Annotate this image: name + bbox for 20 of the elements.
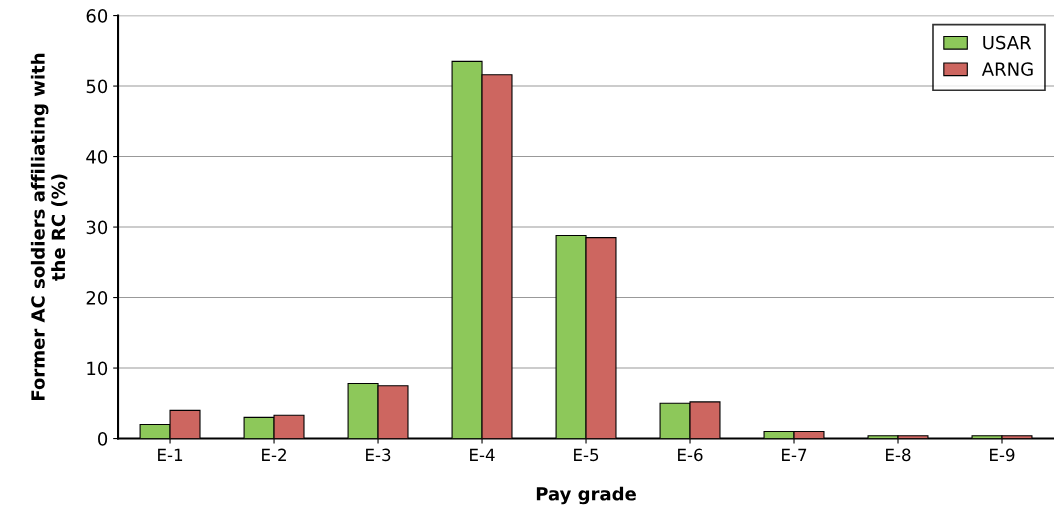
y-tick-label: 0 [98, 432, 108, 446]
x-tick-label: E-4 [470, 448, 495, 461]
x-tick-label: E-2 [262, 448, 286, 461]
x-tick-label: E-3 [366, 448, 391, 462]
x-tick-label: E-6 [678, 448, 703, 462]
y-tick-label: 40 [86, 150, 108, 164]
y-tick-label: 20 [86, 291, 108, 305]
y-tick-label: 60 [86, 9, 108, 23]
y-tick-label: 10 [87, 361, 108, 376]
x-tick-label: E-9 [990, 448, 1015, 462]
x-tick-label: E-7 [782, 448, 807, 461]
y-tick-label: 50 [86, 79, 108, 94]
y-axis-title: Former AC soldiers affiliating with the RC (%) [30, 53, 68, 400]
legend-label: USAR [983, 35, 1032, 50]
x-tick-label: E-5 [574, 448, 599, 462]
x-tick-label: E-8 [886, 448, 911, 462]
x-tick-label: E-1 [158, 448, 183, 461]
legend-label: ARNG [981, 62, 1033, 76]
x-axis-title: Pay grade [536, 486, 636, 505]
y-tick-label: 30 [86, 220, 108, 235]
